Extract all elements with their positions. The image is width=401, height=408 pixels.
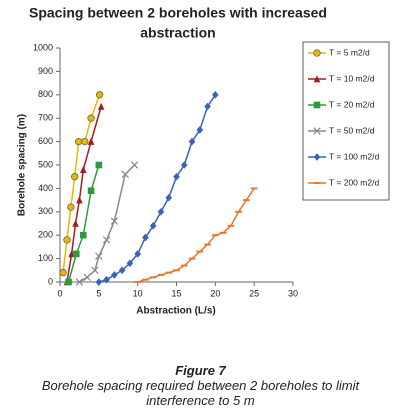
legend-marker bbox=[313, 101, 321, 109]
point bbox=[121, 170, 129, 179]
legend-label: T = 10 m2/d bbox=[329, 73, 375, 83]
point bbox=[149, 222, 157, 230]
point bbox=[74, 137, 83, 146]
legend-label: T = 50 m2/d bbox=[329, 125, 375, 135]
point bbox=[80, 165, 87, 173]
point bbox=[180, 161, 188, 169]
y-tick-label: 900 bbox=[38, 66, 53, 76]
x-tick-label: 25 bbox=[249, 288, 259, 298]
legend-label: T = 20 m2/d bbox=[329, 99, 375, 109]
point bbox=[134, 250, 141, 258]
point bbox=[87, 137, 95, 145]
series-line bbox=[98, 94, 216, 283]
point bbox=[188, 137, 196, 146]
point bbox=[95, 252, 103, 260]
point bbox=[173, 172, 180, 181]
point bbox=[87, 187, 95, 195]
point bbox=[118, 266, 126, 275]
point bbox=[157, 208, 165, 216]
y-tick-label: 0 bbox=[48, 276, 53, 286]
series-line bbox=[67, 164, 100, 283]
chart: Spacing between 2 boreholes with increas… bbox=[17, 5, 390, 317]
series-line bbox=[79, 164, 136, 283]
x-tick-label: 0 bbox=[57, 288, 62, 298]
y-tick-label: 300 bbox=[38, 206, 53, 216]
figure-caption: Borehole spacing required between 2 bore… bbox=[41, 378, 360, 408]
legend-marker bbox=[313, 153, 321, 161]
point bbox=[204, 102, 211, 111]
point bbox=[102, 236, 111, 244]
x-tick-label: 30 bbox=[288, 288, 298, 298]
point bbox=[80, 231, 87, 239]
y-tick-label: 100 bbox=[38, 253, 53, 263]
x-tick-label: 5 bbox=[96, 288, 101, 298]
point bbox=[91, 266, 99, 275]
chart-title-line2: abstraction bbox=[140, 25, 215, 41]
point bbox=[110, 217, 119, 225]
y-tick-label: 600 bbox=[38, 136, 53, 146]
y-tick-label: 800 bbox=[38, 89, 53, 99]
y-tick-label: 500 bbox=[38, 159, 53, 169]
x-tick-label: 15 bbox=[171, 288, 181, 298]
point bbox=[95, 91, 104, 99]
point bbox=[103, 275, 110, 284]
legend-label: T = 200 m2/d bbox=[329, 177, 379, 187]
chart-title-line1: Spacing between 2 boreholes with increas… bbox=[29, 5, 327, 21]
series-line bbox=[62, 94, 101, 273]
point bbox=[81, 137, 89, 146]
y-tick-label: 200 bbox=[38, 230, 53, 240]
x-tick-label: 10 bbox=[133, 288, 143, 298]
legend-marker bbox=[313, 75, 321, 83]
legend-marker bbox=[313, 127, 321, 135]
point bbox=[67, 203, 75, 211]
point bbox=[59, 268, 67, 277]
y-tick-label: 400 bbox=[38, 183, 53, 193]
point bbox=[76, 196, 83, 204]
point bbox=[95, 161, 103, 169]
point bbox=[71, 173, 79, 181]
series-line bbox=[137, 187, 255, 283]
figure-label: Figure 7 bbox=[175, 363, 226, 378]
y-axis-label: Borehole spacing (m) bbox=[17, 114, 28, 216]
point bbox=[73, 250, 80, 258]
point bbox=[87, 114, 95, 122]
point bbox=[165, 193, 173, 202]
y-tick-label: 700 bbox=[38, 113, 53, 123]
point bbox=[111, 271, 118, 279]
point bbox=[212, 91, 219, 99]
legend-label: T = 5 m2/d bbox=[329, 47, 370, 57]
y-tick-label: 1000 bbox=[33, 42, 53, 52]
point bbox=[130, 161, 139, 169]
point bbox=[83, 273, 91, 282]
x-tick-label: 20 bbox=[210, 288, 220, 298]
point bbox=[97, 102, 105, 110]
point bbox=[63, 236, 71, 244]
point bbox=[72, 219, 79, 227]
x-axis-label: Abstraction (L/s) bbox=[136, 306, 215, 317]
point bbox=[196, 126, 204, 134]
legend-box bbox=[302, 41, 390, 201]
point bbox=[126, 259, 134, 268]
legend-marker bbox=[313, 49, 321, 57]
legend-label: T = 100 m2/d bbox=[329, 151, 379, 161]
point bbox=[95, 278, 103, 286]
point bbox=[65, 278, 72, 286]
point bbox=[75, 278, 84, 286]
point bbox=[142, 233, 149, 242]
